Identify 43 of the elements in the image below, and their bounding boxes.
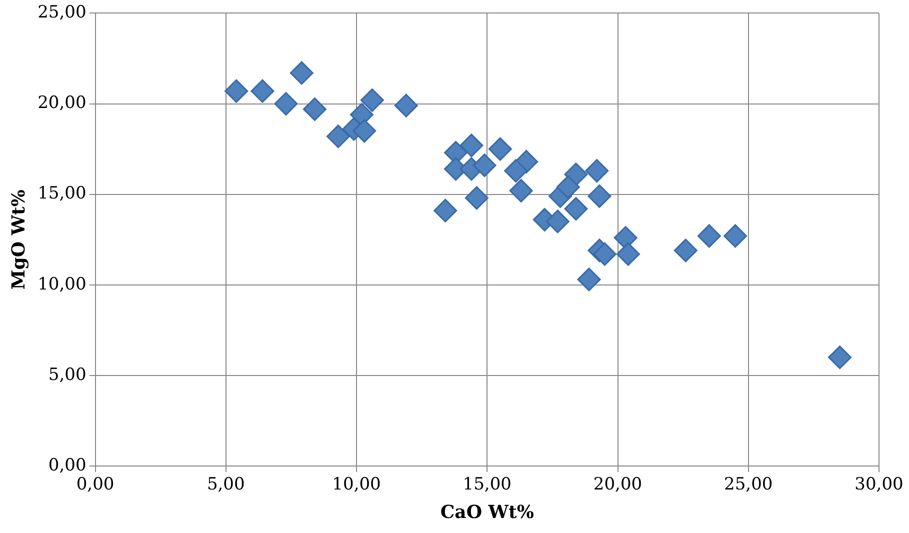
y-tick-label: 15,00 bbox=[38, 184, 86, 204]
point bbox=[588, 184, 612, 208]
y-axis-title: MgO Wt% bbox=[8, 190, 30, 290]
point bbox=[504, 159, 528, 183]
point bbox=[290, 61, 314, 85]
point bbox=[434, 198, 458, 222]
point bbox=[326, 124, 350, 148]
point bbox=[509, 178, 533, 202]
x-tick-label: 20,00 bbox=[593, 474, 642, 495]
point bbox=[592, 242, 616, 266]
point bbox=[460, 134, 484, 158]
point bbox=[274, 92, 298, 116]
point bbox=[302, 97, 326, 121]
y-tick-label: 25,00 bbox=[38, 2, 86, 23]
x-tick-label: 25,00 bbox=[724, 474, 773, 495]
point bbox=[472, 154, 496, 178]
x-tick-label: 10,00 bbox=[332, 474, 381, 495]
x-tick-label: 30,00 bbox=[854, 474, 904, 495]
point bbox=[360, 88, 384, 112]
point bbox=[585, 159, 609, 183]
y-tick-label: 0,00 bbox=[48, 455, 86, 476]
point bbox=[546, 210, 570, 234]
y-tick-label: 20,00 bbox=[38, 93, 86, 114]
point bbox=[250, 79, 274, 103]
y-tick-label: 5,00 bbox=[48, 364, 86, 385]
x-tick-label: 5,00 bbox=[206, 474, 245, 495]
point bbox=[352, 119, 376, 143]
point bbox=[724, 224, 748, 248]
point bbox=[616, 242, 640, 266]
point bbox=[697, 224, 721, 248]
point bbox=[464, 186, 488, 210]
point bbox=[394, 94, 418, 118]
point bbox=[577, 268, 601, 292]
y-tick-label: 10,00 bbox=[38, 274, 86, 294]
point bbox=[556, 175, 580, 199]
point bbox=[488, 137, 512, 161]
x-tick-label: 15,00 bbox=[462, 474, 512, 495]
point bbox=[828, 346, 852, 370]
point bbox=[674, 238, 698, 262]
point bbox=[224, 79, 248, 103]
point bbox=[564, 197, 588, 221]
x-axis-title: CaO Wt% bbox=[440, 502, 534, 523]
x-tick-label: 0,00 bbox=[76, 474, 114, 495]
